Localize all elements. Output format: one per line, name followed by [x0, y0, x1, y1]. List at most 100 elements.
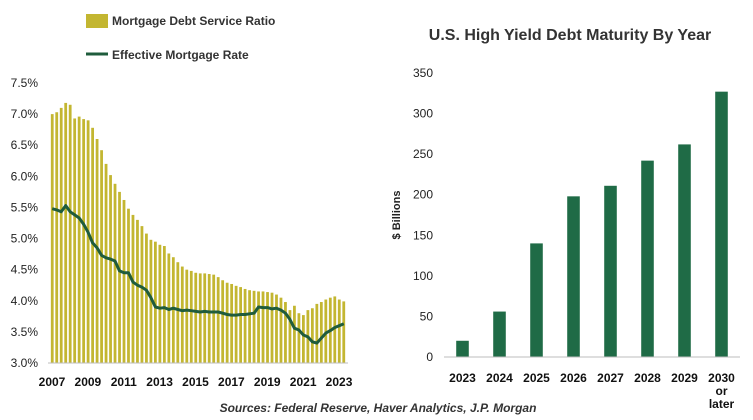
bar-debt-service-ratio — [59, 107, 63, 363]
x-tick-label-left: 2017 — [218, 375, 245, 389]
x-tick-label-left: 2023 — [326, 375, 353, 389]
bar-debt-service-ratio — [127, 208, 130, 363]
x-tick-label-right: 2026 — [560, 371, 587, 385]
bar-debt-service-ratio — [50, 114, 54, 363]
y-tick-label-left: 3.0% — [11, 356, 39, 370]
bar-debt-service-ratio — [221, 280, 225, 363]
bar-debt-service-ratio — [77, 116, 81, 363]
bar-debt-service-ratio — [109, 175, 112, 363]
bar-debt-service-ratio — [73, 118, 77, 363]
bar-maturity-7 — [715, 91, 728, 358]
bar-debt-service-ratio — [324, 299, 328, 363]
y-tick-label-left: 5.5% — [11, 200, 39, 214]
x-tick-label-left: 2019 — [254, 375, 281, 389]
bar-debt-service-ratio — [319, 302, 323, 363]
bar-debt-service-ratio — [113, 183, 117, 363]
bar-maturity-3 — [567, 196, 580, 357]
bar-debt-service-ratio — [176, 262, 180, 363]
bar-debt-service-ratio — [216, 277, 220, 363]
bar-maturity-6 — [678, 144, 691, 357]
left-chart: Mortgage Debt Service Ratio Effective Mor… — [11, 14, 353, 389]
bar-maturity-5 — [641, 160, 654, 357]
bar-debt-service-ratio — [149, 239, 153, 363]
bar-debt-service-ratio — [310, 308, 314, 363]
bar-debt-service-ratio — [293, 305, 296, 363]
x-tick-label-left: 2007 — [39, 375, 66, 389]
bar-debt-service-ratio — [207, 274, 211, 363]
line-effective-mortgage-rate — [51, 204, 345, 345]
y-tick-label-right: 350 — [413, 66, 433, 80]
bar-debt-service-ratio — [225, 282, 229, 363]
x-tick-label-right: 2025 — [523, 371, 550, 385]
bar-debt-service-ratio — [288, 310, 292, 363]
bar-debt-service-ratio — [297, 313, 301, 363]
bar-debt-service-ratio — [55, 112, 59, 363]
bar-debt-service-ratio — [239, 287, 242, 363]
legend-label-line: Effective Mortgage Rate — [112, 48, 249, 62]
bar-debt-service-ratio — [86, 120, 90, 363]
bar-debt-service-ratio — [104, 163, 108, 363]
bar-debt-service-ratio — [248, 290, 251, 363]
y-tick-label-left: 3.5% — [11, 325, 39, 339]
legend-label-bars: Mortgage Debt Service Ratio — [112, 14, 275, 28]
bar-debt-service-ratio — [194, 272, 198, 363]
y-tick-label-left: 7.0% — [11, 107, 39, 121]
bar-debt-service-ratio — [302, 315, 305, 363]
bar-debt-service-ratio — [203, 273, 207, 363]
bar-debt-service-ratio — [162, 246, 166, 363]
bar-debt-service-ratio — [136, 219, 139, 363]
bar-maturity-4 — [604, 185, 617, 357]
bar-debt-service-ratio — [275, 294, 278, 363]
bar-debt-service-ratio — [284, 302, 287, 363]
right-chart-title: U.S. High Yield Debt Maturity By Year — [429, 27, 711, 44]
bar-debt-service-ratio — [180, 266, 184, 363]
y-tick-label-right: 50 — [420, 309, 434, 323]
x-tick-label-right: later — [709, 397, 735, 411]
bar-debt-service-ratio — [279, 297, 283, 363]
y-tick-label-right: 150 — [413, 228, 433, 242]
bar-debt-service-ratio — [198, 273, 202, 363]
bar-debt-service-ratio — [337, 299, 341, 363]
bar-debt-service-ratio — [230, 283, 234, 363]
bar-debt-service-ratio — [145, 233, 148, 363]
bar-maturity-1 — [493, 311, 506, 357]
x-tick-label-left: 2013 — [146, 375, 173, 389]
bar-debt-service-ratio — [185, 269, 189, 363]
bar-debt-service-ratio — [189, 270, 193, 363]
bar-debt-service-ratio — [140, 226, 144, 363]
x-tick-label-left: 2021 — [290, 375, 317, 389]
x-tick-label-right: or — [716, 384, 728, 398]
y-tick-label-left: 6.0% — [11, 169, 39, 183]
y-tick-label-right: 200 — [413, 188, 433, 202]
bar-debt-service-ratio — [95, 139, 99, 363]
x-tick-label-right: 2028 — [634, 371, 661, 385]
bar-debt-service-ratio — [171, 257, 175, 363]
x-tick-label-right: 2029 — [671, 371, 698, 385]
bar-debt-service-ratio — [333, 296, 337, 363]
x-tick-label-left: 2009 — [75, 375, 102, 389]
bar-debt-service-ratio — [131, 214, 135, 363]
y-tick-label-right: 100 — [413, 269, 433, 283]
y-tick-label-left: 4.5% — [11, 263, 39, 277]
y-tick-label-left: 5.0% — [11, 232, 39, 246]
bar-debt-service-ratio — [91, 127, 94, 363]
bar-debt-service-ratio — [158, 244, 162, 363]
bar-maturity-0 — [456, 340, 469, 357]
y-tick-label-left: 4.0% — [11, 294, 39, 308]
bar-debt-service-ratio — [64, 102, 68, 364]
bar-debt-service-ratio — [252, 290, 256, 363]
bar-debt-service-ratio — [154, 241, 157, 363]
x-tick-label-right: 2024 — [486, 371, 513, 385]
bar-debt-service-ratio — [266, 292, 269, 363]
bar-debt-service-ratio — [342, 301, 346, 363]
bar-debt-service-ratio — [82, 119, 86, 363]
bar-debt-service-ratio — [212, 274, 216, 363]
x-tick-label-right: 2027 — [597, 371, 624, 385]
source-note: Sources: Federal Reserve, Haver Analytic… — [220, 401, 537, 415]
bar-debt-service-ratio — [234, 285, 238, 363]
bar-debt-service-ratio — [315, 303, 319, 363]
bar-debt-service-ratio — [270, 292, 274, 363]
bar-maturity-2 — [530, 243, 543, 357]
